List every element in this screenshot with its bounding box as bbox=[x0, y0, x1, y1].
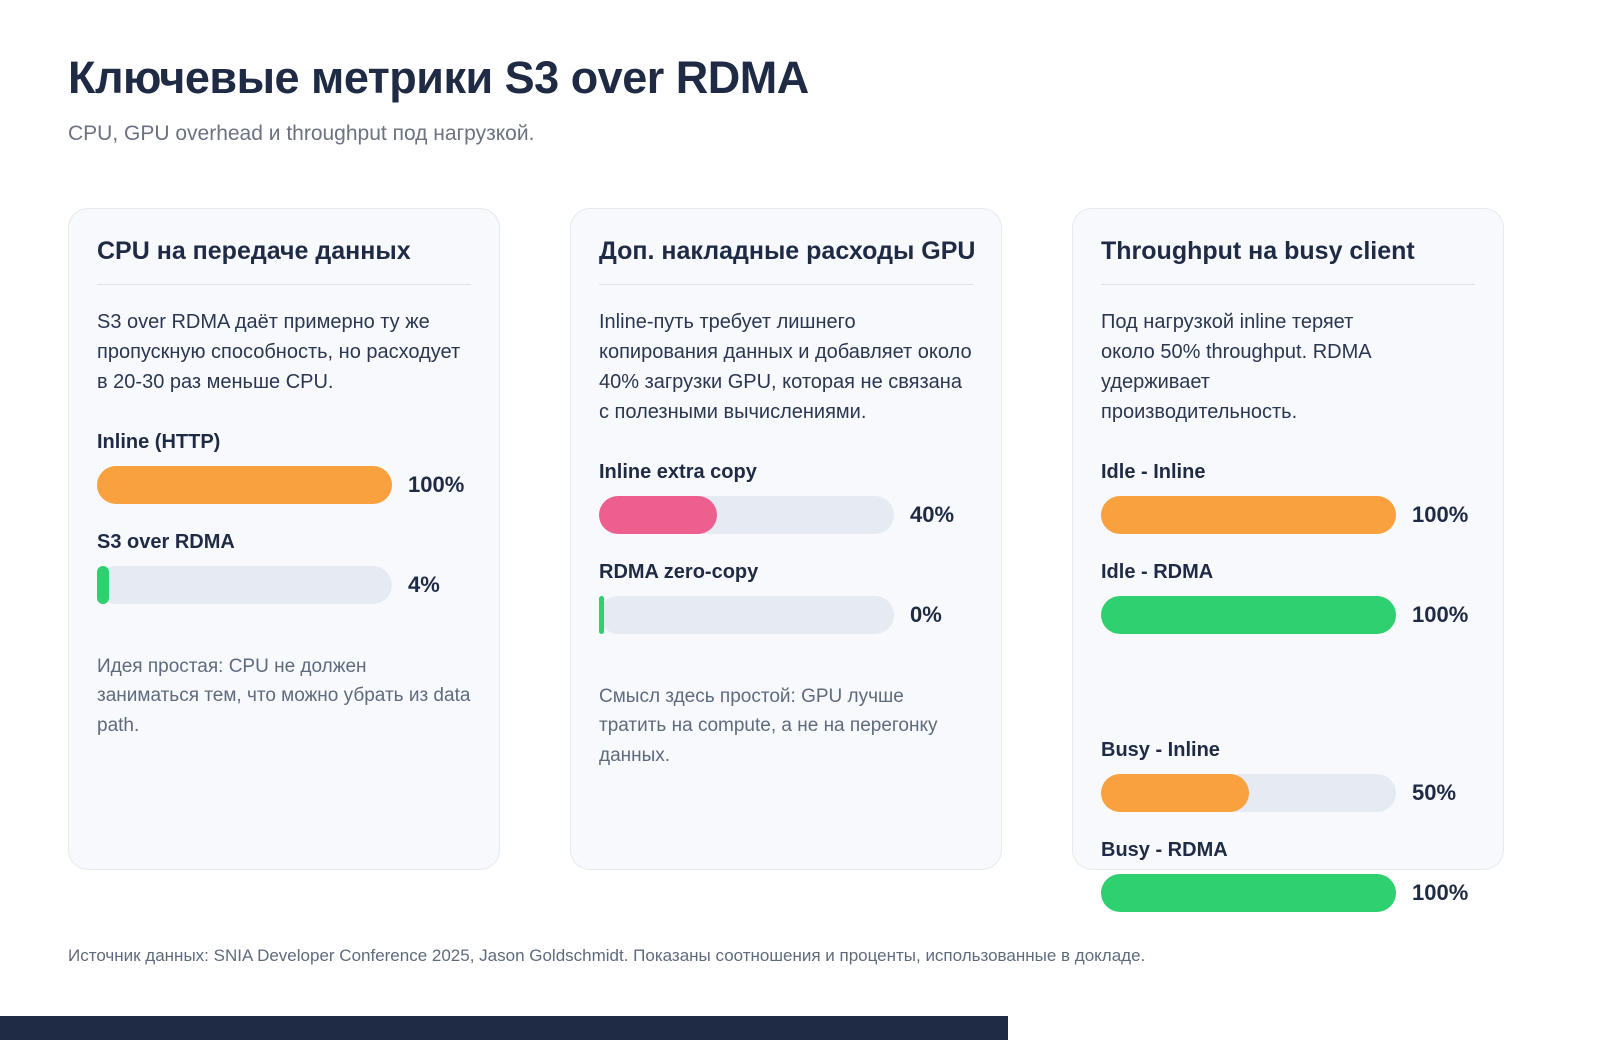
page-subtitle: CPU, GPU overhead и throughput под нагру… bbox=[68, 122, 535, 145]
bar-value: 100% bbox=[1412, 602, 1469, 627]
bar-fill bbox=[1101, 874, 1396, 912]
card-description: S3 over RDMA даёт примерно ту же пропуск… bbox=[97, 311, 461, 393]
infographic-page: Ключевые метрики S3 over RDMA CPU, GPU o… bbox=[68, 52, 1532, 965]
bar-row: 0% bbox=[599, 596, 973, 634]
card-title: Доп. накладные расходы GPU bbox=[599, 237, 975, 285]
bar-group: Idle - RDMA 100% bbox=[1101, 561, 1475, 634]
bar-group: S3 over RDMA 4% bbox=[97, 531, 471, 604]
card-throughput: Throughput на busy client Под нагрузкой … bbox=[1072, 208, 1504, 912]
bar-value: 100% bbox=[408, 472, 465, 497]
bar-value: 50% bbox=[1412, 780, 1457, 805]
bar-track bbox=[97, 566, 392, 604]
bar-track bbox=[1101, 874, 1396, 912]
bar-label: Idle - Inline bbox=[1101, 461, 1206, 483]
bar-fill bbox=[97, 466, 392, 504]
bottom-dark-band bbox=[0, 1016, 1008, 1040]
bar-fill bbox=[599, 596, 604, 634]
bar-value: 40% bbox=[910, 502, 955, 527]
card-gpu: Доп. накладные расходы GPU Inline-путь т… bbox=[570, 208, 1002, 870]
page-title: Ключевые метрики S3 over RDMA bbox=[68, 52, 809, 103]
bar-fill bbox=[1101, 496, 1396, 534]
bar-track bbox=[97, 466, 392, 504]
card-note: Смысл здесь простой: GPU лучше тратить н… bbox=[599, 686, 938, 766]
bar-row: 4% bbox=[97, 566, 471, 604]
bar-value: 100% bbox=[1412, 880, 1469, 905]
source-footnote: Источник данных: SNIA Developer Conferen… bbox=[68, 946, 1146, 965]
bar-track bbox=[1101, 496, 1396, 534]
bar-value: 4% bbox=[408, 572, 440, 597]
bar-track bbox=[599, 496, 894, 534]
card-title: CPU на передаче данных bbox=[97, 237, 471, 285]
bar-value: 0% bbox=[910, 602, 942, 627]
bar-group: Inline extra copy 40% bbox=[599, 461, 973, 534]
cards-row: CPU на передаче данных S3 over RDMA даёт… bbox=[68, 208, 1532, 912]
bar-label: Inline extra copy bbox=[599, 461, 757, 483]
bar-fill bbox=[97, 566, 109, 604]
card-title: Throughput на busy client bbox=[1101, 237, 1475, 285]
bar-group: RDMA zero-copy 0% bbox=[599, 561, 973, 634]
bar-group: Busy - Inline 50% bbox=[1101, 739, 1475, 812]
bar-group: Inline (HTTP) 100% bbox=[97, 431, 471, 504]
bar-label: S3 over RDMA bbox=[97, 531, 235, 553]
bar-value: 100% bbox=[1412, 502, 1469, 527]
bar-row: 100% bbox=[97, 466, 471, 504]
bar-group: Busy - RDMA 100% bbox=[1101, 839, 1475, 912]
bar-row: 50% bbox=[1101, 774, 1475, 812]
bar-fill bbox=[1101, 774, 1249, 812]
bar-label: Idle - RDMA bbox=[1101, 561, 1214, 583]
bar-track bbox=[599, 596, 894, 634]
bar-track bbox=[1101, 596, 1396, 634]
bar-label: Inline (HTTP) bbox=[97, 431, 221, 453]
bar-row: 40% bbox=[599, 496, 973, 534]
card-description: Под нагрузкой inline теряет около 50% th… bbox=[1101, 311, 1371, 423]
bar-row: 100% bbox=[1101, 496, 1475, 534]
bar-fill bbox=[1101, 596, 1396, 634]
vertical-spacer bbox=[1101, 661, 1475, 739]
bar-label: Busy - Inline bbox=[1101, 739, 1220, 761]
bar-label: Busy - RDMA bbox=[1101, 839, 1228, 861]
card-note: Идея простая: CPU не должен заниматься т… bbox=[97, 656, 471, 736]
bar-label: RDMA zero-copy bbox=[599, 561, 759, 583]
bar-track bbox=[1101, 774, 1396, 812]
bar-fill bbox=[599, 496, 717, 534]
bar-group: Idle - Inline 100% bbox=[1101, 461, 1475, 534]
card-description: Inline-путь требует лишнего копирования … bbox=[599, 311, 972, 423]
bar-row: 100% bbox=[1101, 874, 1475, 912]
card-cpu: CPU на передаче данных S3 over RDMA даёт… bbox=[68, 208, 500, 870]
bar-row: 100% bbox=[1101, 596, 1475, 634]
